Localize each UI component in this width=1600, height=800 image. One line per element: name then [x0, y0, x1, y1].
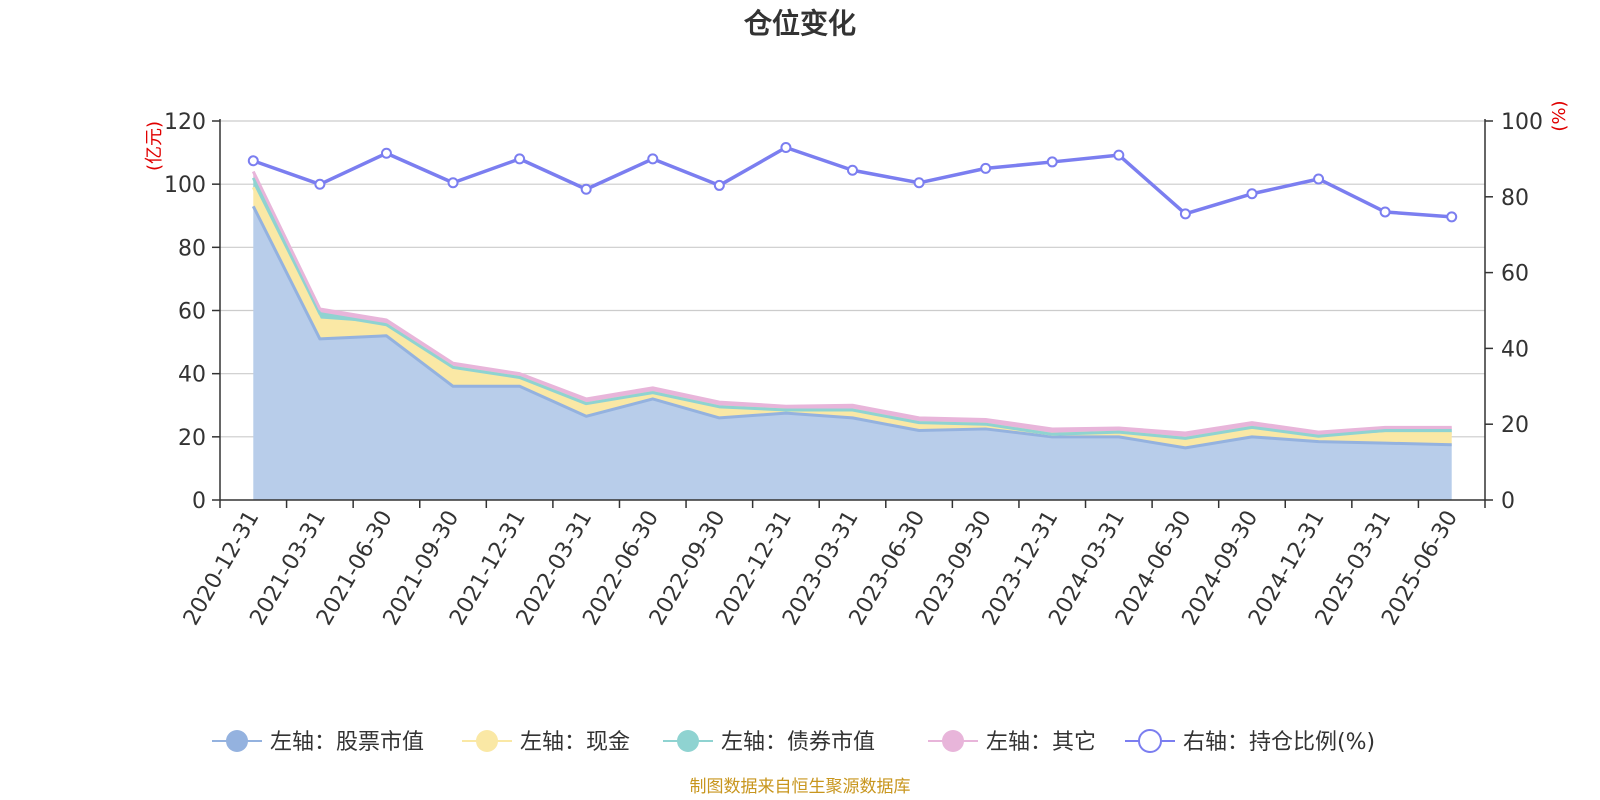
left-axis-unit: (亿元): [144, 121, 165, 171]
legend-label: 左轴：现金: [520, 730, 630, 755]
legend-other: 左轴：其它: [928, 730, 1096, 755]
left-axis-tick-label: 20: [178, 426, 206, 451]
legend-marker-circle: [476, 730, 498, 752]
legend-holding-ratio: 右轴：持仓比例(%): [1125, 729, 1375, 755]
holding-ratio-point: [913, 177, 925, 189]
right-axis-tick-label: 40: [1501, 337, 1529, 362]
holding-ratio-point: [514, 153, 526, 165]
right-axis-tick-label: 100: [1501, 110, 1543, 135]
stock-value-area-edge: [251, 205, 1452, 450]
holding-ratio-point: [1379, 206, 1391, 218]
right-axis-tick-label: 0: [1501, 489, 1515, 514]
holding-ratio-point: [647, 153, 659, 165]
holding-ratio-point: [1446, 211, 1458, 223]
other-area-edge: [251, 170, 1452, 435]
bond-value-area-edge: [251, 177, 1452, 440]
left-axis-tick-label: 0: [192, 489, 206, 514]
stock-value-area: [253, 206, 1452, 500]
holding-ratio-point: [247, 155, 259, 167]
holding-ratio-point: [314, 178, 326, 190]
right-axis-tick-label: 80: [1501, 186, 1529, 211]
holding-ratio-point: [980, 162, 992, 174]
left-axis-tick-label: 120: [164, 110, 206, 135]
holding-ratio-point: [380, 147, 392, 159]
holding-ratio-point: [713, 179, 725, 191]
chart-title: 仓位变化: [744, 7, 856, 40]
legend-label: 右轴：持仓比例(%): [1183, 730, 1375, 755]
legend-label: 左轴：其它: [986, 730, 1096, 755]
legend-marker-circle: [677, 730, 699, 752]
legend-cash: 左轴：现金: [462, 730, 630, 755]
right-axis-tick-label: 20: [1501, 413, 1529, 438]
holding-ratio-point: [447, 177, 459, 189]
holding-ratio-point: [1313, 173, 1325, 185]
left-axis-tick-label: 100: [164, 173, 206, 198]
data-source-note: 制图数据来自恒生聚源数据库: [690, 777, 911, 797]
left-axis-tick-label: 40: [178, 363, 206, 388]
legend-label: 左轴：债券市值: [721, 730, 875, 755]
holding-ratio-point: [1246, 188, 1258, 200]
left-axis-tick-label: 60: [178, 300, 206, 325]
holding-ratio-point: [780, 142, 792, 154]
legend-marker-circle: [942, 730, 964, 752]
left-axis-tick-label: 80: [178, 236, 206, 261]
right-axis-tick-label: 60: [1501, 262, 1529, 287]
legend-bond-value: 左轴：债券市值: [663, 730, 875, 755]
holding-ratio-point: [1113, 149, 1125, 161]
legend-marker-circle: [226, 730, 248, 752]
right-axis-unit: (%): [1549, 100, 1570, 131]
holding-ratio-point: [847, 164, 858, 176]
holding-ratio-point: [1179, 208, 1191, 220]
legend-marker-circle: [1138, 729, 1162, 753]
stacked-areas: [251, 170, 1452, 500]
legend: 左轴：股票市值 左轴：现金 左轴：债券市值 左轴：其它 右轴：持仓比例(%): [212, 729, 1375, 755]
ratio-line: [247, 142, 1458, 223]
holding-ratio-point: [580, 183, 592, 195]
holding-ratio-point: [1046, 156, 1058, 168]
legend-stock-value: 左轴：股票市值: [212, 730, 424, 755]
legend-label: 左轴：股票市值: [270, 730, 424, 755]
holding-ratio-line: [252, 145, 1452, 219]
